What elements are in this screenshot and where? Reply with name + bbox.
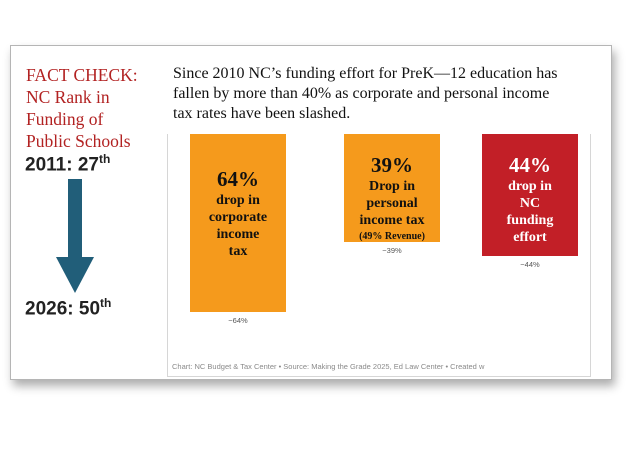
bar-2: 39% Drop in personal income tax (49% Revenue…: [344, 134, 440, 244]
headline-line: Since 2010 NC’s funding effort for PreK—…: [173, 65, 558, 82]
bar-data-label: −64%: [228, 315, 248, 325]
bar-annotation-line: tax: [228, 244, 248, 259]
infographic-card: FACT CHECK: NC Rank in Funding of Public…: [10, 45, 612, 380]
fact-check-line: NC Rank in: [26, 87, 110, 107]
headline-line: fallen by more than 40% as corporate and…: [173, 85, 550, 102]
bar-chart: Chart: NC Budget & Tax Center • Source: …: [167, 134, 591, 377]
bar-annotation-line: personal: [366, 196, 418, 211]
bar-1: 64% drop in corporate income tax: [190, 134, 286, 312]
rank-2026: 2026: 50th: [25, 296, 111, 320]
bar-annotation-line: 39%: [371, 153, 413, 177]
rank-2011-text: 2011: 27: [25, 154, 99, 176]
bar-annotation-line: (49% Revenue): [359, 231, 425, 242]
bar-annotation-line: income tax: [359, 213, 425, 228]
bar-annotation-line: corporate: [208, 210, 268, 225]
bar-data-label: −44%: [520, 260, 540, 270]
fact-check-title: FACT CHECK: NC Rank in Funding of Public…: [26, 64, 166, 152]
bar-annotation-line: income: [216, 227, 260, 242]
rank-2026-text: 2026: 50: [25, 298, 101, 320]
bar-annotation-line: drop in: [216, 193, 260, 208]
bar-annotation-line: funding: [506, 213, 554, 228]
bar-data-label: −39%: [382, 246, 402, 256]
bar-annotation-line: Drop in: [368, 179, 416, 194]
bar-annotation-line: 44%: [509, 153, 551, 177]
bar-3: 44% drop in NC funding effort: [482, 134, 578, 257]
bar-annotation-line: effort: [513, 230, 547, 245]
bar-annotation-line: drop in: [508, 179, 552, 194]
bar-annotation: 39% Drop in personal income tax (49% Revenue…: [344, 152, 440, 244]
fact-check-line: Public Schools: [26, 131, 131, 151]
bar-annotation-line: NC: [519, 196, 541, 211]
fact-check-line: FACT CHECK:: [26, 65, 138, 85]
bar-annotation: 64% drop in corporate income tax: [190, 166, 286, 260]
rank-2011-suffix: th: [98, 152, 111, 166]
headline-line: tax rates have been slashed.: [173, 105, 351, 122]
rank-2011: 2011: 27th: [25, 152, 110, 176]
fact-check-line: Funding of: [26, 109, 104, 129]
headline: Since 2010 NC’s funding effort for PreK—…: [173, 64, 605, 124]
chart-credit: Chart: NC Budget & Tax Center • Source: …: [172, 362, 485, 371]
down-arrow-icon: [56, 179, 94, 293]
bar-annotation-line: 64%: [217, 167, 259, 191]
rank-2026-suffix: th: [100, 296, 112, 310]
bar-annotation: 44% drop in NC funding effort: [482, 152, 578, 246]
